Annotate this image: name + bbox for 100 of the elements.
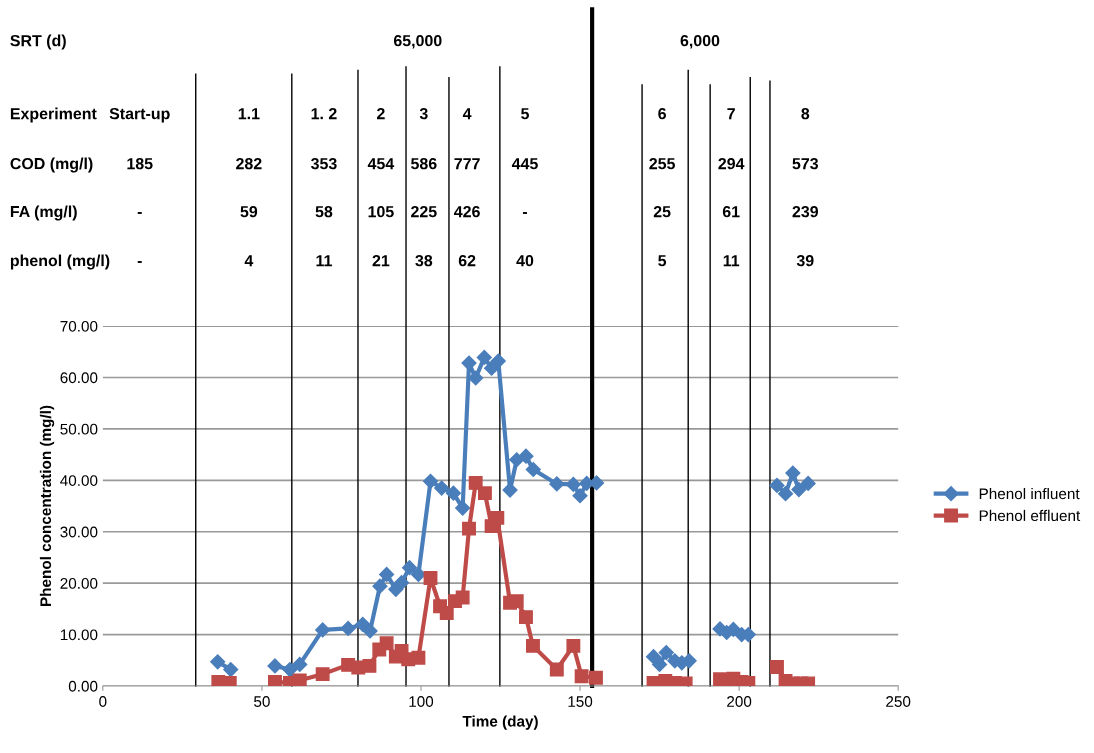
text: 58 [315,205,333,218]
point [462,521,476,536]
point [315,622,331,638]
text: 11 [316,255,332,267]
point [791,481,807,498]
point [468,475,483,490]
point [410,566,426,582]
point [210,654,226,670]
point [267,658,283,674]
text: 11 [723,255,740,267]
text: 185 [127,157,153,170]
point [393,575,410,591]
text: 65,000 [393,34,442,49]
point [439,606,454,620]
x-axis-title: Time (day) [462,715,538,730]
point [445,485,461,501]
point [423,571,438,585]
point [223,661,239,678]
y-axis-title: Phenol concentration (mg/l) [39,405,55,606]
text: SRT (d) [10,34,66,50]
point [645,649,662,665]
text: 454 [367,158,395,170]
point [565,476,581,492]
text: 5 [521,108,529,120]
point [800,475,816,491]
text: 39 [796,254,814,267]
y-tick-label: 20.00 [60,578,98,589]
text: 573 [792,157,819,170]
text: 255 [649,157,675,170]
text: 2 [377,107,385,120]
point [519,610,533,625]
text: phenol (mg/l) [10,254,110,270]
point [785,465,801,481]
point [490,353,506,369]
y-tick-label: 60.00 [60,372,98,384]
point [455,500,471,516]
text: - [137,212,142,214]
point [434,480,450,496]
x-tick-label: 0 [99,696,107,707]
text: 6,000 [680,34,720,49]
point [379,636,394,651]
y-tick-label: 50.00 [60,423,98,435]
y-tick-label: 30.00 [60,526,98,538]
point [509,594,524,609]
text: 61 [722,205,740,218]
point [292,656,308,672]
point [411,650,426,665]
text: COD (mg/l) [10,157,93,173]
text: 3 [419,107,428,120]
text: 586 [411,157,437,170]
text: 8 [801,107,810,120]
text: FA (mg/l) [10,205,77,221]
point [589,475,605,491]
point [777,486,794,502]
point [455,590,470,605]
point [476,349,492,365]
point [468,370,484,386]
text: 239 [792,205,819,218]
point [461,355,477,371]
text: 294 [718,157,745,170]
point [572,488,588,504]
text: 4 [244,255,254,267]
x-tick-label: 50 [254,696,270,707]
point [362,623,378,639]
text: Start-up [109,107,170,123]
text: 25 [653,205,671,218]
point [589,670,603,685]
point [525,461,541,478]
text: 62 [458,254,476,267]
point [549,476,565,492]
point [518,448,534,464]
text: - [522,212,528,214]
legend-label: Phenol effluent [979,509,1081,522]
point [340,620,356,636]
point [477,486,492,501]
point [770,660,784,674]
y-tick-label: 40.00 [60,475,98,486]
y-tick-label: 0.00 [68,680,98,692]
point [549,662,564,677]
point [292,673,307,686]
y-tick-label: 10.00 [60,629,98,641]
text: 1.1 [238,108,260,120]
point [502,482,518,498]
point [658,644,674,661]
x-tick-label: 250 [886,696,911,707]
point [566,638,581,653]
text: 5 [658,255,667,267]
text: 445 [511,158,538,170]
point [315,667,330,682]
point [379,566,395,582]
point [769,477,785,494]
text: Experiment [10,107,97,123]
text: - [137,261,142,263]
x-tick-label: 200 [727,696,752,707]
point [362,658,377,673]
text: 21 [372,254,390,267]
text: 105 [368,205,394,218]
point [526,638,540,653]
text: 1. 2 [311,107,337,120]
text: 777 [454,158,480,170]
